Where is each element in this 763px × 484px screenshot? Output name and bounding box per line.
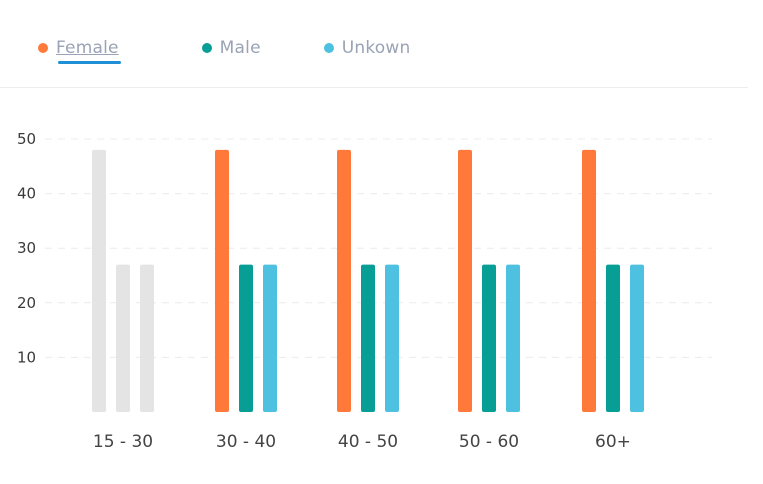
bar-unkown-3[interactable] [506, 264, 520, 412]
y-tick-label: 10 [17, 348, 36, 366]
bar-female-0[interactable] [92, 149, 106, 413]
bars [92, 149, 644, 413]
chart-legend: Female Male Unkown [38, 36, 411, 64]
bar-unkown-4[interactable] [630, 264, 644, 412]
x-tick-label: 15 - 30 [93, 432, 153, 452]
x-tick-label: 60+ [595, 432, 631, 452]
legend-divider [0, 87, 748, 88]
y-tick-label: 30 [17, 239, 36, 257]
bar-unkown-2[interactable] [385, 264, 399, 412]
bar-male-3[interactable] [482, 264, 496, 412]
bar-unkown-0[interactable] [140, 264, 154, 412]
bar-female-4[interactable] [582, 149, 596, 413]
x-tick-label: 40 - 50 [338, 432, 398, 452]
bar-female-2[interactable] [337, 149, 351, 413]
bar-male-2[interactable] [361, 264, 375, 412]
legend-item-male[interactable]: Male [201, 38, 261, 58]
bar-female-1[interactable] [215, 149, 229, 413]
legend-active-underline [58, 61, 121, 64]
x-tick-label: 50 - 60 [459, 432, 519, 452]
x-axis-labels: 15 - 30 30 - 40 40 - 50 50 - 60 60+ [93, 432, 631, 452]
legend-dot-female [38, 43, 48, 53]
bar-male-0[interactable] [116, 264, 130, 412]
bar-male-4[interactable] [606, 264, 620, 412]
legend-dot-male [201, 43, 212, 53]
legend-item-female[interactable]: Female [38, 38, 121, 64]
y-axis-ticks: 10 20 30 40 50 [17, 130, 36, 366]
legend-item-unknown[interactable]: Unkown [323, 38, 411, 58]
legend-dot-unknown [323, 43, 334, 53]
bar-female-3[interactable] [458, 149, 472, 413]
y-tick-label: 20 [17, 294, 36, 312]
x-tick-label: 30 - 40 [216, 432, 276, 452]
y-tick-label: 50 [17, 130, 36, 148]
y-tick-label: 40 [17, 185, 36, 203]
legend-label-female: Female [56, 38, 119, 58]
legend-label-male: Male [219, 38, 261, 58]
legend-label-unknown: Unkown [341, 38, 411, 58]
bar-male-1[interactable] [239, 264, 253, 412]
bar-unkown-1[interactable] [263, 264, 277, 412]
